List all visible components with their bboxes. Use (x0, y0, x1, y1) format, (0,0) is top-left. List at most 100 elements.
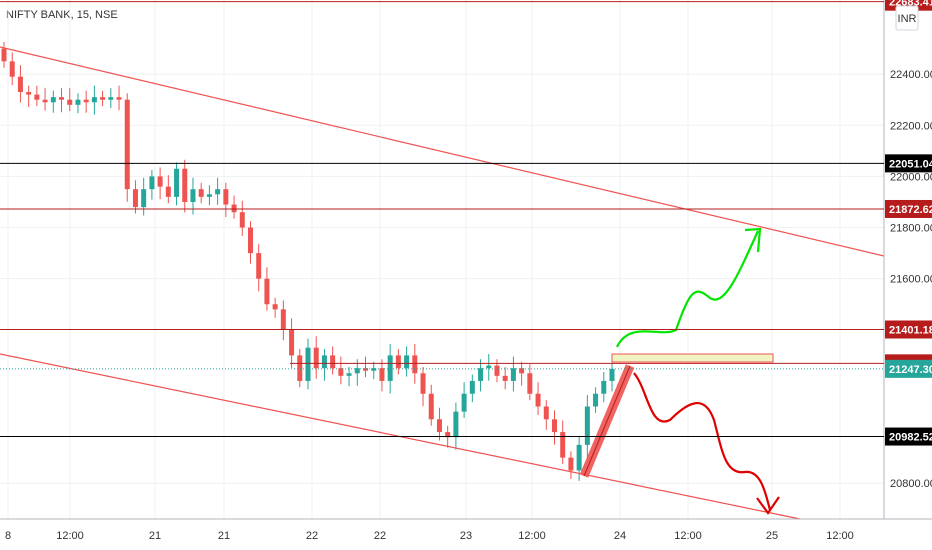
candle-body (519, 368, 525, 374)
bullish-scenario-path (616, 230, 759, 348)
price-tick-label: 22400.00 (890, 69, 932, 81)
candle-body (535, 393, 541, 407)
candle-body (584, 406, 590, 445)
candle-body (576, 444, 582, 471)
candle-body (149, 176, 155, 190)
candle-body (568, 457, 574, 471)
candle-body (494, 365, 500, 376)
candle-body (1, 48, 7, 62)
price-axis: 22400.00 22200.00 22000.00 21800.00 21600.00… (883, 0, 932, 550)
candle-body (478, 368, 484, 381)
price-level-tag (885, 0, 932, 11)
price-level-tag (885, 154, 932, 173)
candle-body (190, 189, 196, 202)
price-levels: 22051.0421872.6221401.1821268.8421247.30… (0, 0, 932, 446)
bullish-arrowhead (744, 227, 762, 253)
candle-body (174, 168, 180, 197)
candle-body (601, 380, 607, 394)
candle-body (42, 99, 48, 103)
price-level-label: 21401.18 (889, 325, 932, 337)
impulse-bar-edge (583, 365, 631, 477)
time-tick-label: 25 (766, 530, 778, 542)
time-tick-label: 22 (374, 530, 386, 542)
candle-body (75, 99, 81, 105)
candle-body (560, 432, 566, 458)
price-level-tag (885, 199, 932, 218)
candle-body (346, 373, 352, 376)
candle-body (297, 355, 303, 381)
price-level-label: 22683.41 (889, 0, 932, 9)
candle-body (59, 97, 65, 100)
price-tick-label: 22200.00 (890, 120, 932, 132)
candle-body (215, 189, 221, 195)
candle-body (354, 368, 360, 374)
time-tick-label: 24 (614, 530, 626, 542)
candle-body (280, 309, 286, 330)
candle-body (34, 94, 40, 100)
candle-body (593, 393, 599, 407)
candle-body (502, 375, 508, 381)
candle-body (363, 368, 369, 371)
candle-body (395, 355, 401, 369)
time-tick-label: 23 (460, 530, 472, 542)
candle-body (305, 347, 311, 381)
candle-body (469, 380, 475, 394)
price-level-label: 20982.52 (889, 432, 932, 444)
candle-body (116, 97, 122, 100)
candle-body (330, 355, 336, 369)
candle-body (453, 411, 459, 438)
candle-body (527, 373, 533, 394)
price-tick-label: 20800.00 (890, 478, 932, 490)
candle-body (486, 365, 492, 369)
candle-body (83, 99, 89, 103)
candle-body (108, 97, 114, 100)
price-level-label: 21872.62 (889, 204, 932, 216)
candle-body (91, 97, 97, 103)
time-tick-label: 12:00 (826, 530, 854, 542)
price-level-tag (885, 359, 932, 378)
candle-body (289, 329, 295, 356)
price-tick-label: 22000.00 (890, 171, 932, 183)
candle-body (223, 189, 229, 205)
candle-body (510, 368, 516, 381)
candle-body (141, 189, 147, 208)
candle-body (264, 278, 270, 305)
candle-body (387, 355, 393, 381)
candle-body (247, 227, 253, 254)
price-level-label: 21247.30 (889, 364, 932, 376)
currency-badge-label: INR (898, 13, 917, 25)
price-level-tag (885, 427, 932, 446)
candle-body (9, 61, 15, 77)
candle-body (436, 419, 442, 433)
bearish-arrowhead (756, 496, 780, 515)
price-tick-label: 21800.00 (890, 223, 932, 235)
price-tick-label: 21600.00 (890, 274, 932, 286)
candles (1, 42, 615, 481)
candle-body (412, 355, 418, 374)
candle-body (445, 432, 451, 438)
time-tick-label: 21 (218, 530, 230, 542)
candle-body (543, 406, 549, 420)
time-tick-label: 22 (306, 530, 318, 542)
candle-body (26, 92, 32, 95)
candle-body (17, 76, 23, 93)
chart-title: NIFTY BANK, 15, NSE (6, 9, 118, 21)
candle-body (272, 304, 278, 310)
time-tick-label: 12:00 (674, 530, 702, 542)
candle-body (404, 355, 410, 369)
candle-body (256, 253, 262, 279)
bearish-scenario-path (633, 372, 772, 511)
candle-body (461, 393, 467, 412)
candle-body (198, 189, 204, 197)
candle-body (165, 186, 171, 197)
candle-body (609, 368, 615, 381)
candle-body (321, 355, 327, 369)
candle-body (182, 168, 188, 202)
candle-body (313, 347, 319, 369)
candle-body (132, 189, 138, 208)
price-level-tag (885, 320, 932, 339)
candle-body (428, 393, 434, 420)
time-axis: 8 12:00 21 21 22 22 23 12:00 24 12:00 25 12:00 (0, 518, 932, 542)
candle-body (338, 368, 344, 376)
